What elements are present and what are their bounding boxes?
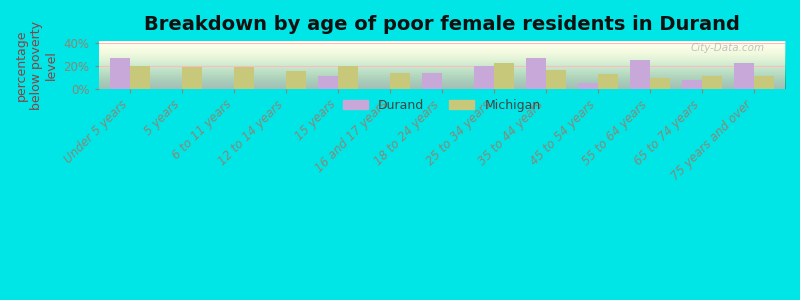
Bar [754, 76, 774, 89]
Bar [474, 66, 494, 89]
Bar [630, 61, 650, 89]
Bar [234, 67, 254, 89]
Bar [650, 77, 670, 89]
Bar [182, 67, 202, 89]
Bar [130, 66, 150, 89]
Bar [318, 76, 338, 89]
Bar [390, 73, 410, 89]
Bar [702, 76, 722, 89]
Bar [526, 58, 546, 89]
Bar [110, 58, 130, 89]
Y-axis label: percentage
below poverty
level: percentage below poverty level [15, 20, 58, 110]
Bar [338, 66, 358, 89]
Bar [734, 63, 754, 89]
Text: City-Data.com: City-Data.com [690, 43, 765, 52]
Bar [682, 80, 702, 89]
Bar [286, 71, 306, 89]
Bar [578, 83, 598, 89]
Bar [598, 74, 618, 89]
Title: Breakdown by age of poor female residents in Durand: Breakdown by age of poor female resident… [144, 15, 740, 34]
Bar [422, 73, 442, 89]
Legend: Durand, Michigan: Durand, Michigan [338, 94, 546, 117]
Bar [494, 63, 514, 89]
Bar [546, 70, 566, 89]
